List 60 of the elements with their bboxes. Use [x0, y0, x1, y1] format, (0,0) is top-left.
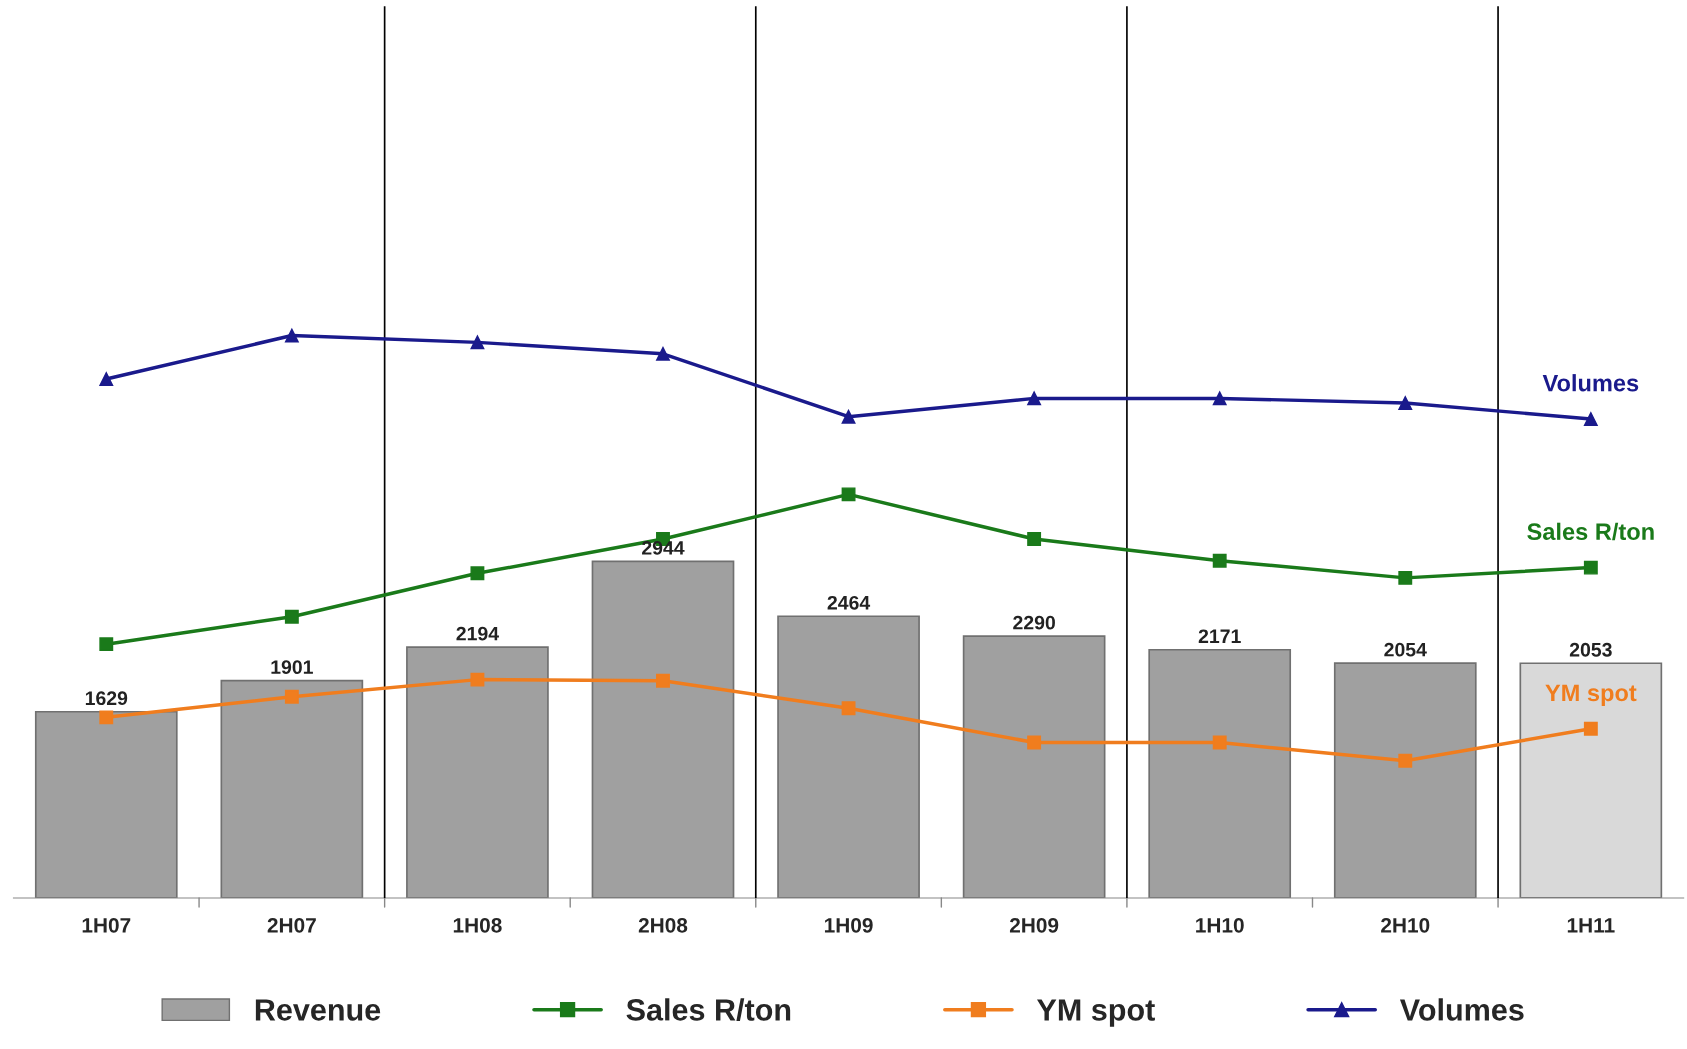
x-tick-label: 1H07: [82, 917, 131, 933]
point: [1398, 753, 1413, 768]
point: [841, 487, 856, 502]
x-tick-label: 1H08: [453, 917, 502, 933]
point: [841, 701, 856, 716]
data-label: 2054: [1384, 642, 1427, 657]
x-tick-label: 2H09: [1009, 917, 1059, 933]
bar: [1333, 662, 1477, 898]
bar: [1148, 648, 1292, 898]
point: [656, 346, 670, 361]
point: [284, 609, 299, 624]
bar: [220, 679, 364, 898]
x-tick-label: 1H09: [824, 917, 873, 933]
point: [1583, 721, 1598, 736]
legend-label: Sales R/ton: [626, 998, 791, 1022]
data-label: 2171: [1198, 629, 1241, 643]
point: [99, 372, 114, 386]
point: [1212, 553, 1227, 568]
point: [1583, 560, 1598, 575]
bar: [406, 646, 549, 898]
point: [1212, 735, 1227, 750]
legend-label: YM spot: [1037, 999, 1155, 1027]
bar: [962, 635, 1106, 898]
point: [470, 672, 485, 687]
point: [1398, 396, 1413, 410]
point: [470, 566, 485, 581]
data-label: 1629: [85, 691, 128, 706]
point: [1583, 412, 1598, 426]
x-tick-label: 1H11: [1567, 918, 1615, 933]
data-label: 2464: [827, 595, 871, 610]
text: Volumes: [1542, 374, 1639, 392]
point: [1027, 532, 1042, 546]
data-label: 2194: [456, 626, 499, 641]
bar: [34, 710, 178, 898]
data-label: 1901: [271, 660, 313, 675]
point: [656, 673, 670, 688]
text: Sales R/ton: [1527, 522, 1654, 541]
point: [99, 710, 114, 725]
data-label: 2290: [1013, 615, 1055, 630]
x-tick-label: 2H10: [1381, 917, 1430, 933]
data-label: 2053: [1569, 642, 1612, 657]
point: [99, 637, 114, 652]
point: [284, 689, 299, 704]
point: [470, 335, 485, 350]
bar: [1519, 662, 1663, 898]
point: [1212, 391, 1227, 406]
point: [1027, 391, 1042, 406]
legend-label: Volumes: [1399, 998, 1524, 1021]
point: [841, 409, 856, 424]
point: [1398, 570, 1413, 585]
x-tick-label: 2H08: [638, 917, 688, 933]
bar: [591, 560, 735, 898]
data-label: 2944: [642, 541, 685, 555]
point: [1027, 735, 1042, 750]
text: YM spot: [1545, 684, 1637, 706]
point: [284, 328, 299, 343]
legend-label: Revenue: [255, 999, 381, 1021]
x-tick-label: 2H07: [267, 917, 316, 933]
bar: [777, 615, 920, 898]
x-tick-label: 1H10: [1196, 917, 1244, 933]
